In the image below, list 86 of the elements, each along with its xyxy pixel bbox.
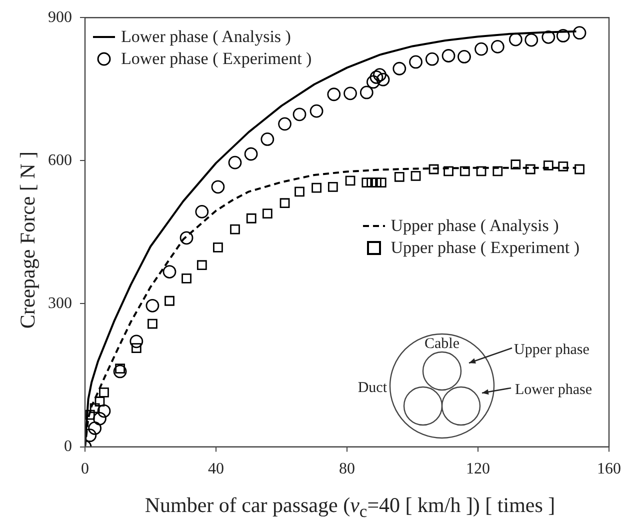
point bbox=[94, 396, 105, 406]
point bbox=[294, 186, 304, 197]
point bbox=[490, 40, 504, 54]
x-tick-label: 80 bbox=[339, 460, 355, 478]
point bbox=[476, 166, 486, 176]
y-tick-label: 900 bbox=[48, 8, 72, 26]
annotation: Lower phase bbox=[515, 382, 592, 398]
y-tick-label: 600 bbox=[48, 152, 72, 169]
point bbox=[474, 42, 488, 56]
point bbox=[410, 170, 421, 181]
point bbox=[228, 156, 242, 170]
point bbox=[458, 50, 471, 64]
point bbox=[162, 265, 176, 278]
point bbox=[292, 108, 306, 122]
point bbox=[376, 178, 386, 188]
x-tick-label: 160 bbox=[597, 460, 621, 478]
point bbox=[88, 422, 102, 435]
legend-label: Upper phase ( Analysis ) bbox=[390, 216, 559, 236]
point bbox=[344, 86, 357, 100]
point bbox=[262, 208, 272, 219]
legend-label: Lower phase ( Analysis ) bbox=[121, 26, 291, 47]
point bbox=[90, 403, 100, 414]
point bbox=[230, 224, 240, 234]
point bbox=[327, 88, 341, 102]
point bbox=[556, 29, 570, 42]
point bbox=[130, 334, 144, 348]
annotation: Cable bbox=[424, 336, 460, 352]
point bbox=[524, 33, 538, 47]
point bbox=[99, 387, 109, 398]
point bbox=[362, 178, 372, 188]
point bbox=[246, 213, 256, 224]
point bbox=[370, 70, 384, 84]
x-tick-label: 40 bbox=[208, 460, 224, 478]
annotation: Duct bbox=[358, 380, 388, 396]
point bbox=[180, 231, 194, 245]
point bbox=[260, 132, 274, 146]
point bbox=[460, 166, 470, 176]
legend-label: Upper phase ( Experiment ) bbox=[390, 238, 580, 258]
point bbox=[572, 26, 586, 40]
point bbox=[131, 343, 142, 354]
point bbox=[442, 49, 456, 62]
point bbox=[425, 52, 439, 66]
point bbox=[93, 412, 106, 426]
point bbox=[345, 176, 356, 186]
point bbox=[510, 160, 521, 170]
point bbox=[409, 55, 422, 69]
legend-label: Lower phase ( Experiment ) bbox=[121, 48, 312, 69]
point bbox=[574, 164, 584, 174]
point bbox=[328, 182, 338, 192]
annotation: Upper phase bbox=[514, 342, 590, 358]
point bbox=[542, 30, 556, 44]
point bbox=[394, 172, 404, 182]
point bbox=[543, 160, 554, 170]
point bbox=[373, 68, 386, 82]
point bbox=[213, 242, 223, 252]
point bbox=[164, 296, 174, 306]
point bbox=[525, 164, 536, 174]
point bbox=[392, 62, 406, 76]
y-axis-title: Creepage Force [ N ] bbox=[16, 151, 40, 329]
point bbox=[196, 260, 207, 270]
point bbox=[360, 86, 374, 100]
point bbox=[97, 404, 111, 418]
point bbox=[428, 164, 439, 174]
point bbox=[444, 166, 454, 176]
x-tick-label: 120 bbox=[466, 460, 490, 478]
point bbox=[366, 75, 380, 89]
x-axis-title: Number of car passage (v$_{c}$=40 [ km/h ]) [ times ] bbox=[144, 493, 556, 522]
point bbox=[280, 198, 290, 208]
point bbox=[492, 166, 503, 176]
point bbox=[146, 298, 160, 312]
point bbox=[148, 318, 158, 329]
point bbox=[376, 72, 390, 86]
y-tick-label: 0 bbox=[64, 438, 72, 456]
point bbox=[312, 182, 322, 193]
point bbox=[244, 147, 258, 161]
point bbox=[558, 161, 568, 172]
point bbox=[508, 32, 522, 46]
point bbox=[211, 180, 225, 194]
point bbox=[195, 204, 209, 218]
point bbox=[310, 104, 324, 118]
x-tick-label: 0 bbox=[81, 460, 89, 478]
point bbox=[113, 364, 127, 378]
point bbox=[278, 117, 292, 131]
point bbox=[182, 274, 192, 284]
point bbox=[85, 410, 95, 420]
y-tick-label: 300 bbox=[48, 294, 72, 312]
